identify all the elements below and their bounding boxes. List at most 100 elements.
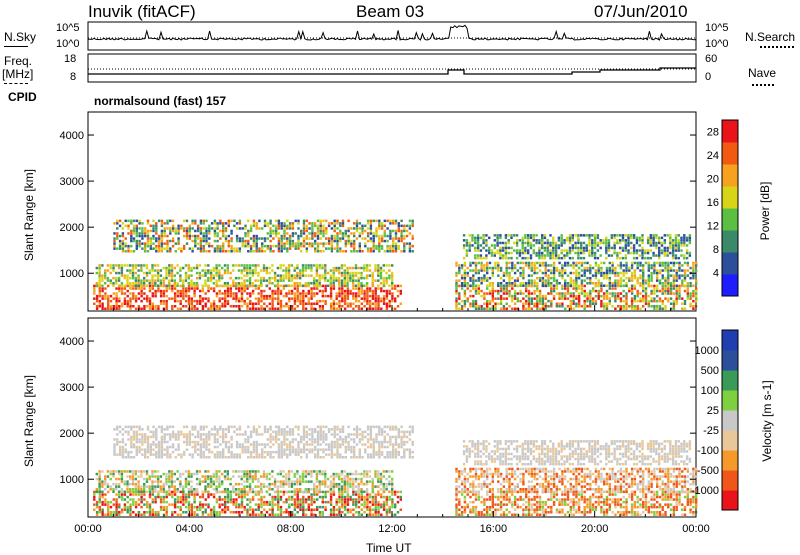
- velocity-cell: [372, 501, 374, 504]
- power-cell: [533, 303, 535, 306]
- power-cell: [531, 267, 533, 270]
- power-cell: [366, 269, 368, 272]
- velocity-cell: [355, 511, 357, 514]
- power-cell: [409, 245, 411, 248]
- power-cell: [695, 290, 697, 293]
- velocity-cell: [218, 470, 220, 473]
- velocity-cell: [188, 480, 190, 483]
- power-cell: [242, 237, 244, 240]
- power-cell: [214, 247, 216, 250]
- power-cell: [151, 267, 153, 270]
- power-cell: [260, 295, 262, 298]
- velocity-cell: [268, 473, 270, 476]
- power-cell: [314, 242, 316, 245]
- power-cell: [352, 297, 354, 300]
- power-cell: [282, 274, 284, 277]
- power-cell: [386, 297, 388, 300]
- power-cell: [388, 264, 390, 267]
- velocity-cell: [151, 488, 153, 491]
- power-cell: [168, 285, 170, 288]
- power-cell: [296, 282, 298, 285]
- power-cell: [397, 290, 399, 293]
- power-cell: [403, 237, 405, 240]
- velocity-cell: [154, 514, 156, 517]
- power-cell: [360, 285, 362, 288]
- power-cell: [344, 264, 346, 267]
- power-cell: [531, 279, 533, 282]
- power-cell: [536, 287, 538, 290]
- power-cell: [628, 277, 630, 280]
- velocity-cell: [168, 473, 170, 476]
- power-cell: [500, 295, 502, 298]
- power-cell: [303, 227, 305, 230]
- velocity-cell: [213, 509, 215, 512]
- power-cell: [116, 227, 118, 230]
- velocity-cell: [333, 488, 335, 491]
- power-cell: [126, 264, 128, 267]
- power-cell: [319, 305, 321, 308]
- power-cell: [274, 292, 276, 295]
- velocity-cell: [352, 488, 354, 491]
- velocity-cell: [221, 491, 223, 494]
- power-cell: [636, 242, 638, 245]
- velocity-cell: [366, 503, 368, 506]
- power-cell: [355, 300, 357, 303]
- velocity-cell: [174, 511, 176, 514]
- power-cell: [377, 264, 379, 267]
- velocity-cell: [121, 475, 123, 478]
- power-cell: [143, 287, 145, 290]
- power-cell: [98, 282, 100, 285]
- power-cell: [552, 252, 554, 255]
- power-cell: [101, 285, 103, 288]
- power-cell: [372, 297, 374, 300]
- power-cell: [149, 279, 151, 282]
- power-cell: [494, 262, 496, 265]
- velocity-cell: [227, 498, 229, 501]
- power-cell: [367, 247, 369, 250]
- power-cell: [266, 285, 268, 288]
- power-cell: [132, 287, 134, 290]
- power-cell: [505, 234, 507, 237]
- velocity-cell: [246, 475, 248, 478]
- velocity-cell: [372, 503, 374, 506]
- power-cell: [216, 227, 218, 230]
- power-cell: [355, 287, 357, 290]
- power-cell: [256, 250, 258, 253]
- power-cell: [539, 300, 541, 303]
- velocity-cell: [232, 475, 234, 478]
- power-cell: [169, 230, 171, 233]
- power-cell: [392, 230, 394, 233]
- power-cell: [177, 230, 179, 233]
- power-cell: [659, 290, 661, 293]
- power-cell: [339, 222, 341, 225]
- power-cell: [133, 227, 135, 230]
- power-cell: [650, 257, 652, 260]
- power-cell: [392, 240, 394, 243]
- power-cell: [672, 244, 674, 247]
- power-cell: [154, 282, 156, 285]
- power-cell: [461, 282, 463, 285]
- power-cell: [189, 247, 191, 250]
- power-cell: [203, 237, 205, 240]
- power-cell: [461, 267, 463, 270]
- velocity-cell: [188, 473, 190, 476]
- power-cell: [342, 220, 344, 223]
- power-cell: [637, 279, 639, 282]
- power-cell: [496, 252, 498, 255]
- power-cell: [472, 285, 474, 288]
- power-cell: [594, 247, 596, 250]
- velocity-cell: [157, 511, 159, 514]
- power-cell: [600, 267, 602, 270]
- power-cell: [591, 234, 593, 237]
- power-cell: [137, 269, 139, 272]
- velocity-cell: [266, 475, 268, 478]
- power-cell: [157, 305, 159, 308]
- power-cell: [569, 247, 571, 250]
- power-cell: [505, 254, 507, 256]
- power-cell: [666, 247, 668, 250]
- power-cell: [286, 225, 288, 228]
- power-cell: [539, 277, 541, 280]
- power-cell: [300, 245, 302, 248]
- velocity-cell: [291, 514, 293, 517]
- power-cell: [584, 274, 586, 277]
